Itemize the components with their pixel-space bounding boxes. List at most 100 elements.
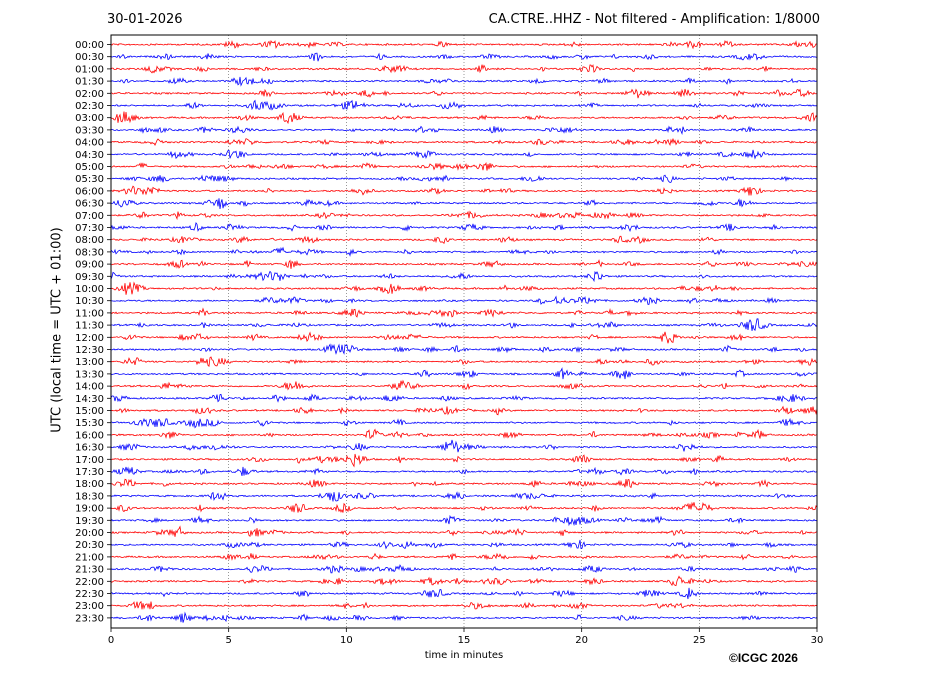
chart-title: CA.CTRE..HHZ - Not filtered - Amplificat… (488, 12, 820, 27)
y-tick-label: 00:30 (75, 52, 104, 63)
trace-line (110, 539, 818, 550)
y-tick-label: 08:00 (75, 235, 104, 246)
trace-line (110, 88, 818, 99)
trace-line (110, 367, 818, 380)
trace-line (110, 491, 818, 502)
x-tick-label: 5 (225, 635, 231, 646)
y-tick-label: 16:30 (75, 443, 104, 454)
y-tick-label: 09:00 (75, 260, 104, 271)
trace-line (110, 281, 818, 295)
y-tick-label: 17:30 (75, 467, 104, 478)
y-tick-label: 16:00 (75, 430, 104, 441)
y-tick-label: 03:30 (75, 125, 104, 136)
y-tick-label: 06:00 (75, 186, 104, 197)
y-tick-label: 13:00 (75, 357, 104, 368)
trace-line (110, 564, 818, 574)
trace-line (110, 64, 818, 74)
y-tick-label: 09:30 (75, 272, 104, 283)
trace-line (110, 356, 818, 368)
x-tick-label: 10 (340, 635, 353, 646)
y-tick-label: 11:30 (75, 321, 104, 332)
y-tick-label: 02:00 (75, 89, 104, 100)
y-tick-label: 10:30 (75, 296, 104, 307)
date-label: 30-01-2026 (107, 12, 183, 27)
trace-line (110, 174, 818, 183)
y-tick-label: 19:30 (75, 516, 104, 527)
y-tick-label: 17:00 (75, 455, 104, 466)
y-tick-label: 03:00 (75, 113, 104, 124)
trace-line (110, 221, 818, 232)
trace-line (110, 235, 818, 244)
y-tick-label: 10:00 (75, 284, 104, 295)
trace-line (110, 210, 818, 221)
x-axis-label: time in minutes (424, 650, 504, 661)
trace-line (110, 198, 818, 209)
y-tick-label: 02:30 (75, 101, 104, 112)
trace-line (110, 453, 818, 468)
y-tick-label: 08:30 (75, 247, 104, 258)
y-tick-label: 19:00 (75, 504, 104, 515)
y-tick-label: 05:00 (75, 162, 104, 173)
y-tick-label: 01:30 (75, 77, 104, 88)
y-tick-label: 21:00 (75, 552, 104, 563)
trace-line (110, 125, 818, 135)
y-tick-label: 07:00 (75, 211, 104, 222)
trace-line (110, 611, 818, 623)
y-tick-label: 15:30 (75, 418, 104, 429)
y-tick-label: 12:00 (75, 333, 104, 344)
trace-line (110, 295, 818, 305)
y-tick-label: 21:30 (75, 565, 104, 576)
y-tick-label: 06:30 (75, 199, 104, 210)
trace-line (110, 185, 818, 196)
trace-line (110, 575, 818, 587)
trace-line (110, 138, 818, 146)
plot-frame (110, 34, 818, 629)
trace-line (110, 111, 818, 125)
y-tick-label: 15:00 (75, 406, 104, 417)
trace-line (110, 587, 818, 600)
trace-line (110, 162, 818, 171)
y-tick-label: 04:00 (75, 138, 104, 149)
y-tick-label: 11:00 (75, 308, 104, 319)
y-tick-label: 00:00 (75, 40, 104, 51)
y-tick-label: 20:00 (75, 528, 104, 539)
trace-line (110, 149, 818, 160)
trace-line (110, 246, 818, 257)
trace-line (110, 76, 818, 87)
trace-line (110, 307, 818, 318)
x-tick-label: 15 (458, 635, 471, 646)
trace-line (110, 428, 817, 439)
y-tick-label: 22:30 (75, 589, 104, 600)
trace-line (110, 99, 818, 111)
trace-line (110, 417, 818, 429)
trace-line (110, 514, 818, 527)
y-tick-label: 05:30 (75, 174, 104, 185)
x-tick-label: 0 (108, 635, 114, 646)
y-tick-label: 14:30 (75, 394, 104, 405)
x-tick-label: 30 (811, 635, 824, 646)
trace-line (110, 478, 818, 489)
trace-line (110, 393, 818, 403)
y-tick-label: 01:00 (75, 64, 104, 75)
trace-line (110, 501, 818, 513)
y-tick-label: 22:00 (75, 577, 104, 588)
trace-line (110, 331, 818, 344)
x-tick-label: 20 (575, 635, 588, 646)
y-tick-label: 12:30 (75, 345, 104, 356)
y-tick-label: 04:30 (75, 150, 104, 161)
y-tick-label: 18:00 (75, 479, 104, 490)
trace-line (110, 439, 818, 453)
trace-line (110, 40, 818, 50)
trace-line (110, 405, 818, 416)
y-tick-label: 23:00 (75, 601, 104, 612)
trace-line (110, 270, 818, 283)
trace-line (110, 552, 818, 561)
y-tick-label: 23:30 (75, 613, 104, 624)
trace-line (110, 52, 818, 62)
y-tick-label: 20:30 (75, 540, 104, 551)
y-tick-label: 07:30 (75, 223, 104, 234)
trace-line (110, 600, 818, 610)
trace-line (110, 466, 818, 477)
y-tick-label: 14:00 (75, 382, 104, 393)
